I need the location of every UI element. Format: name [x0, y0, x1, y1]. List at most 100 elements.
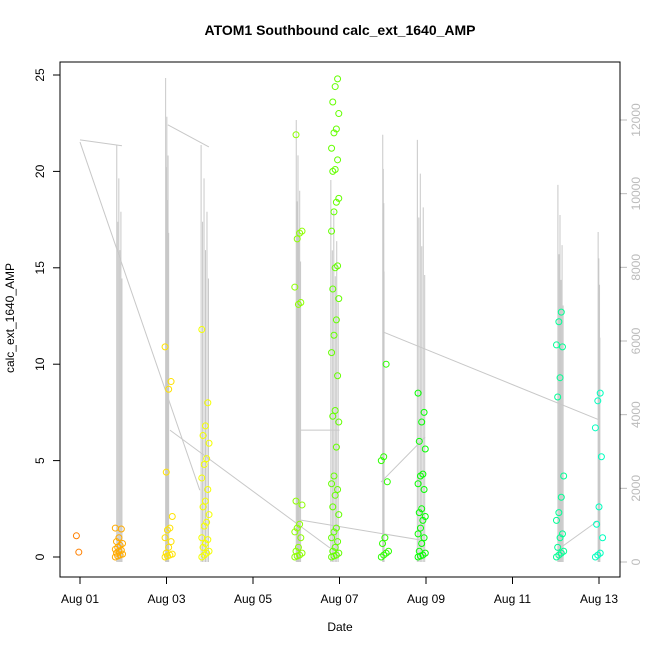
line-segment — [380, 436, 426, 483]
line-segment — [79, 139, 123, 147]
y-tick-label: 20 — [33, 164, 47, 178]
data-point — [420, 408, 428, 416]
data-point — [597, 453, 605, 461]
data-point — [332, 125, 340, 133]
data-point — [335, 110, 343, 118]
data-point — [334, 156, 342, 164]
data-point — [198, 325, 206, 333]
data-point — [385, 547, 393, 555]
y-tick-label: 0 — [33, 553, 47, 560]
data-point — [414, 389, 422, 397]
y2-tick-label: 10000 — [629, 177, 643, 211]
data-point — [291, 283, 299, 291]
data-point — [115, 534, 123, 542]
data-point — [198, 474, 206, 482]
data-point — [329, 547, 337, 555]
data-point — [331, 406, 339, 414]
data-point — [420, 534, 428, 542]
data-point — [204, 536, 212, 544]
data-point — [293, 235, 301, 243]
data-point — [415, 509, 423, 517]
data-point — [599, 534, 607, 542]
data-point — [330, 472, 338, 480]
data-point — [335, 418, 343, 426]
data-point — [332, 524, 340, 532]
data-point — [292, 547, 300, 555]
data-point — [383, 478, 391, 486]
y-tick-label: 5 — [33, 457, 47, 464]
data-point — [556, 534, 564, 542]
x-axis-label: Date — [327, 620, 353, 634]
line-segment — [169, 429, 331, 549]
data-point — [168, 513, 176, 521]
x-tick-label: Aug 01 — [61, 592, 99, 606]
line-segment — [382, 331, 600, 421]
data-point — [329, 285, 337, 293]
data-point — [72, 532, 80, 540]
line-segment — [559, 519, 600, 549]
data-point — [557, 308, 565, 316]
data-point — [165, 385, 173, 393]
data-point — [558, 343, 566, 351]
data-point — [328, 227, 336, 235]
x-tick-label: Aug 09 — [407, 592, 445, 606]
data-point — [162, 549, 170, 557]
data-point — [332, 443, 340, 451]
data-point — [556, 374, 564, 382]
data-point — [167, 378, 175, 386]
data-point — [334, 372, 342, 380]
y2-tick-label: 12000 — [629, 103, 643, 137]
data-point — [595, 503, 603, 511]
data-point — [332, 316, 340, 324]
data-point — [161, 534, 169, 542]
data-point — [419, 516, 427, 524]
data-point — [111, 524, 119, 532]
point-series — [72, 75, 607, 561]
data-point — [415, 547, 423, 555]
data-point — [560, 547, 568, 555]
data-point — [331, 165, 339, 173]
data-point — [421, 513, 429, 521]
y-tick-label: 15 — [33, 261, 47, 275]
data-point — [415, 437, 423, 445]
data-point — [380, 453, 388, 461]
data-point — [297, 534, 305, 542]
data-point — [334, 262, 342, 270]
line-segment — [300, 519, 421, 541]
data-point — [205, 511, 213, 519]
data-point — [554, 393, 562, 401]
data-point — [421, 549, 429, 557]
data-point — [379, 540, 387, 548]
data-point — [329, 98, 337, 106]
data-point — [329, 412, 337, 420]
data-point — [331, 83, 339, 91]
line-segment — [167, 124, 210, 148]
data-point — [382, 360, 390, 368]
x-tick-label: Aug 05 — [234, 592, 272, 606]
data-point — [203, 455, 211, 463]
data-point — [552, 341, 560, 349]
data-point — [418, 540, 426, 548]
data-point — [166, 524, 174, 532]
data-point — [555, 509, 563, 517]
data-point — [414, 480, 422, 488]
data-point — [205, 439, 213, 447]
data-point — [204, 399, 212, 407]
line-segment — [79, 141, 201, 491]
data-point — [198, 534, 206, 542]
data-point — [335, 511, 343, 519]
data-point — [199, 503, 207, 511]
data-point — [201, 540, 209, 548]
data-point — [161, 343, 169, 351]
data-point — [297, 299, 305, 307]
data-point — [331, 491, 339, 499]
data-point — [296, 520, 304, 528]
data-point — [298, 227, 306, 235]
data-point — [557, 493, 565, 501]
data-point — [552, 516, 560, 524]
data-point — [335, 549, 343, 557]
data-point — [329, 503, 337, 511]
data-point — [167, 538, 175, 546]
data-point — [201, 422, 209, 430]
